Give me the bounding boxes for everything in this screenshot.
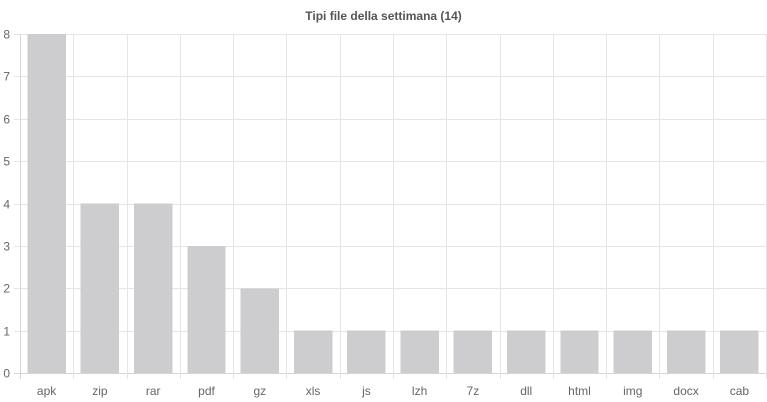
x-tick-label: cab	[730, 384, 750, 398]
x-tick-label: html	[568, 384, 591, 398]
bar-docx[interactable]	[666, 330, 706, 373]
bar-xls[interactable]	[293, 330, 333, 373]
chart-title: Tipi file della settimana (14)	[305, 9, 462, 23]
bar-pdf[interactable]	[187, 245, 226, 373]
x-tick-label: gz	[253, 384, 266, 398]
y-tick-label: 1	[3, 325, 10, 339]
y-tick-label: 0	[3, 367, 10, 381]
y-tick-label: 7	[3, 70, 10, 84]
x-tick-label: img	[623, 384, 642, 398]
bar-dll[interactable]	[507, 330, 546, 373]
bar-layer	[27, 34, 759, 374]
x-tick-label: dll	[520, 384, 532, 398]
y-tick-label: 4	[3, 198, 10, 212]
y-tick-label: 5	[3, 155, 10, 169]
x-tick-label: apk	[37, 384, 57, 398]
bar-cab[interactable]	[720, 330, 759, 373]
y-tick-label: 2	[3, 282, 10, 296]
x-tick-label: docx	[673, 384, 698, 398]
bar-gz[interactable]	[240, 288, 279, 374]
x-tick-label: 7z	[467, 384, 480, 398]
bar-rar[interactable]	[134, 203, 173, 374]
bar-img[interactable]	[613, 330, 652, 373]
y-tick-label: 3	[3, 240, 10, 254]
y-tick-label: 6	[3, 113, 10, 127]
bar-html[interactable]	[560, 330, 599, 373]
bar-lzh[interactable]	[400, 330, 439, 373]
label-layer: 0 1 2 3 4 5 6 7 8 apk zip rar pdf gz xls js lzh 7z dll html…	[3, 28, 749, 399]
x-tick-label: zip	[92, 384, 108, 398]
bar-apk[interactable]	[27, 34, 66, 373]
x-tick-label: pdf	[198, 384, 215, 398]
y-tick-label: 8	[3, 28, 10, 42]
x-tick-label: js	[361, 384, 371, 398]
bar-zip[interactable]	[80, 203, 120, 374]
x-tick-label: xls	[306, 384, 321, 398]
bar-js[interactable]	[347, 330, 386, 373]
bar-7z[interactable]	[453, 330, 493, 373]
x-tick-label: rar	[146, 384, 161, 398]
x-tick-label: lzh	[412, 384, 427, 398]
grid-layer	[14, 34, 767, 379]
